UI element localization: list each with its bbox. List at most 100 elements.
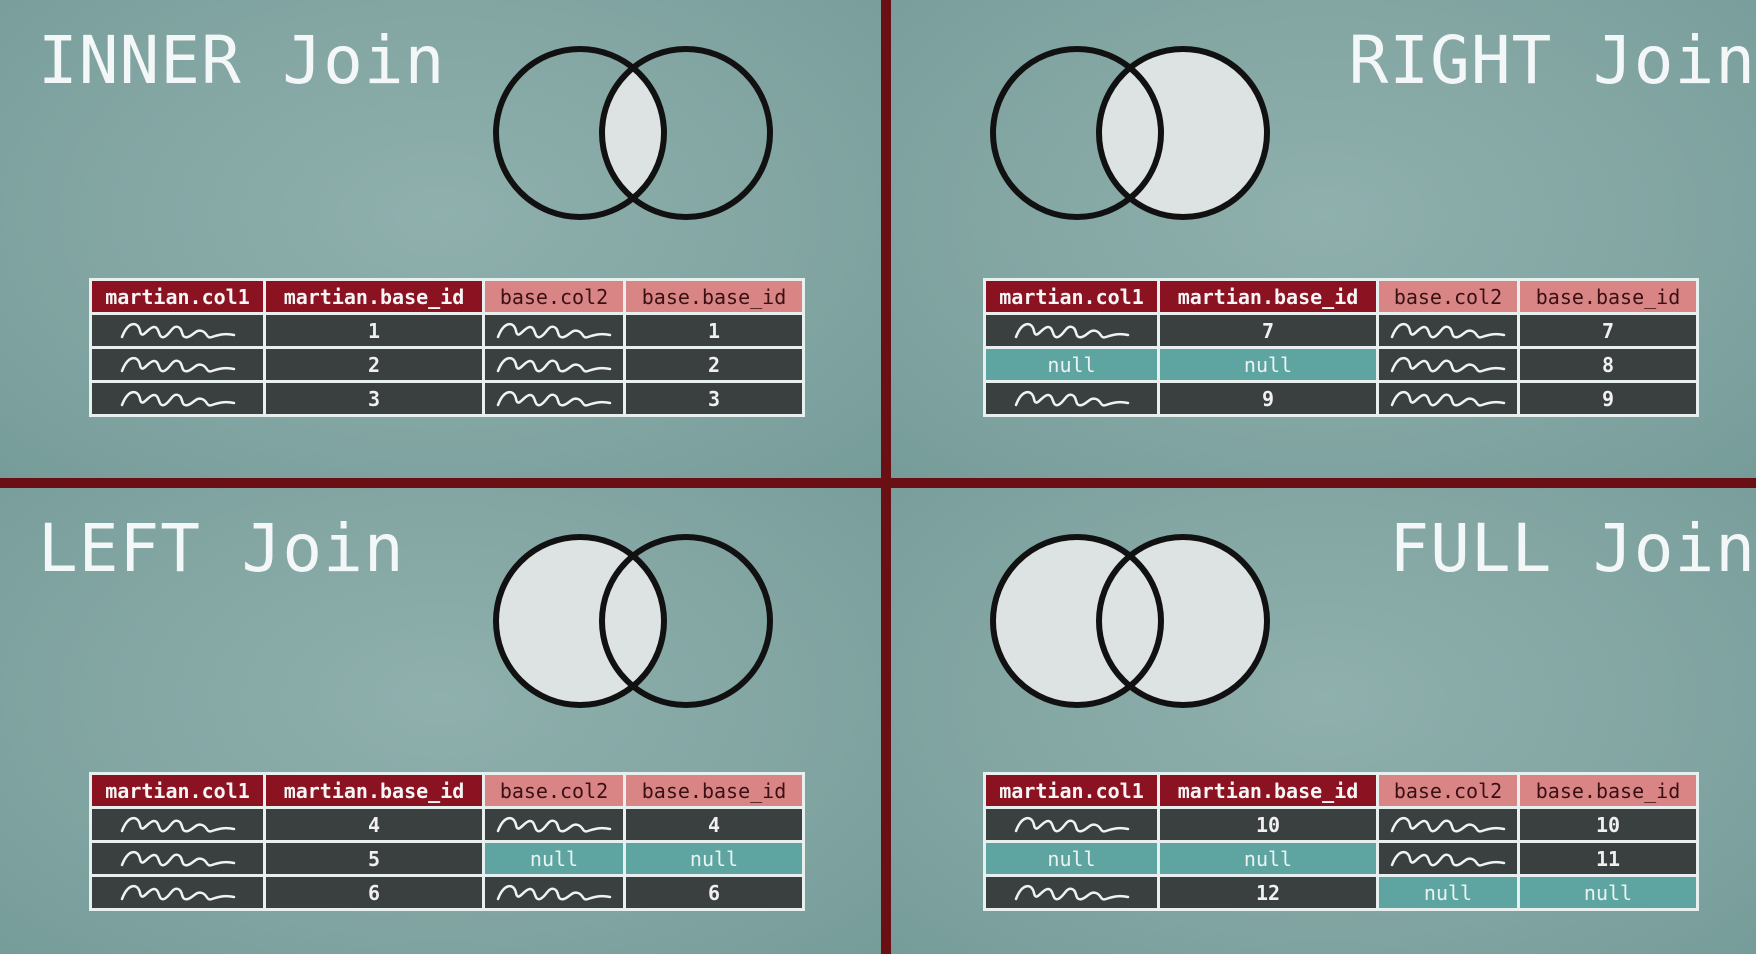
squiggle-placeholder-icon xyxy=(482,380,626,417)
squiggle-placeholder-icon xyxy=(1376,380,1520,417)
squiggle-placeholder-icon xyxy=(89,874,266,911)
column-header: martian.base_id xyxy=(263,278,485,315)
id-cell: 6 xyxy=(263,874,485,911)
column-header: base.base_id xyxy=(1517,278,1699,315)
column-header: martian.base_id xyxy=(263,772,485,809)
id-cell: 7 xyxy=(1157,312,1379,349)
null-cell: null xyxy=(983,840,1160,877)
squiggle-placeholder-icon xyxy=(983,380,1160,417)
squiggle-placeholder-icon xyxy=(1376,806,1520,843)
squiggle-placeholder-icon xyxy=(482,312,626,349)
table-header-row: martian.col1 martian.base_id base.col2 b… xyxy=(89,278,805,315)
table-row: null null 11 xyxy=(983,840,1699,877)
venn-diagram-icon xyxy=(990,534,1270,708)
join-result-table: martian.col1 martian.base_id base.col2 b… xyxy=(983,278,1699,417)
column-header: base.base_id xyxy=(1517,772,1699,809)
id-cell: 10 xyxy=(1157,806,1379,843)
panel-right-join: RIGHT Join martian.col1 martian.base_id … xyxy=(891,0,1756,478)
id-cell: 4 xyxy=(623,806,805,843)
null-cell: null xyxy=(983,346,1160,383)
column-header: base.col2 xyxy=(1376,278,1520,315)
table-body: 10 10 null null 11 12 null null xyxy=(983,806,1699,911)
id-cell: 2 xyxy=(263,346,485,383)
column-header: base.col2 xyxy=(482,278,626,315)
table-header-row: martian.col1 martian.base_id base.col2 b… xyxy=(983,772,1699,809)
squiggle-placeholder-icon xyxy=(1376,312,1520,349)
table-body: 4 4 5 null null 6 6 xyxy=(89,806,805,911)
id-cell: 9 xyxy=(1157,380,1379,417)
squiggle-placeholder-icon xyxy=(983,312,1160,349)
join-result-table: martian.col1 martian.base_id base.col2 b… xyxy=(89,772,805,911)
id-cell: 6 xyxy=(623,874,805,911)
id-cell: 3 xyxy=(263,380,485,417)
table-header-row: martian.col1 martian.base_id base.col2 b… xyxy=(89,772,805,809)
column-header: martian.col1 xyxy=(983,278,1160,315)
panel-title: INNER Join xyxy=(38,22,446,99)
column-header: martian.base_id xyxy=(1157,772,1379,809)
null-cell: null xyxy=(1157,840,1379,877)
squiggle-placeholder-icon xyxy=(89,806,266,843)
squiggle-placeholder-icon xyxy=(1376,840,1520,877)
null-cell: null xyxy=(1157,346,1379,383)
squiggle-placeholder-icon xyxy=(1376,346,1520,383)
null-cell: null xyxy=(623,840,805,877)
null-cell: null xyxy=(482,840,626,877)
id-cell: 2 xyxy=(623,346,805,383)
panel-title: FULL Join xyxy=(1389,510,1756,587)
squiggle-placeholder-icon xyxy=(983,806,1160,843)
squiggle-placeholder-icon xyxy=(482,346,626,383)
column-header: martian.base_id xyxy=(1157,278,1379,315)
id-cell: 3 xyxy=(623,380,805,417)
table-row: null null 8 xyxy=(983,346,1699,383)
squiggle-placeholder-icon xyxy=(89,312,266,349)
column-header: base.col2 xyxy=(1376,772,1520,809)
squiggle-placeholder-icon xyxy=(482,806,626,843)
join-result-table: martian.col1 martian.base_id base.col2 b… xyxy=(983,772,1699,911)
venn-diagram-icon xyxy=(990,46,1270,220)
squiggle-placeholder-icon xyxy=(89,840,266,877)
table-row: 12 null null xyxy=(983,874,1699,911)
panel-title: LEFT Join xyxy=(38,510,405,587)
id-cell: 4 xyxy=(263,806,485,843)
column-header: base.col2 xyxy=(482,772,626,809)
column-header: martian.col1 xyxy=(983,772,1160,809)
null-cell: null xyxy=(1517,874,1699,911)
panel-inner-join: INNER Join martian.col1 martian.base_id … xyxy=(0,0,881,478)
panel-full-join: FULL Join martian.col1 martian.base_id b… xyxy=(891,488,1756,954)
id-cell: 11 xyxy=(1517,840,1699,877)
null-cell: null xyxy=(1376,874,1520,911)
id-cell: 9 xyxy=(1517,380,1699,417)
table-body: 7 7 null null 8 9 9 xyxy=(983,312,1699,417)
id-cell: 7 xyxy=(1517,312,1699,349)
id-cell: 10 xyxy=(1517,806,1699,843)
id-cell: 1 xyxy=(623,312,805,349)
join-result-table: martian.col1 martian.base_id base.col2 b… xyxy=(89,278,805,417)
panel-title: RIGHT Join xyxy=(1348,22,1756,99)
venn-diagram-icon xyxy=(493,46,773,220)
venn-diagram-icon xyxy=(493,534,773,708)
table-row: 5 null null xyxy=(89,840,805,877)
panel-left-join: LEFT Join martian.col1 martian.base_id b… xyxy=(0,488,881,954)
squiggle-placeholder-icon xyxy=(89,346,266,383)
id-cell: 12 xyxy=(1157,874,1379,911)
column-header: base.base_id xyxy=(623,278,805,315)
id-cell: 1 xyxy=(263,312,485,349)
id-cell: 5 xyxy=(263,840,485,877)
id-cell: 8 xyxy=(1517,346,1699,383)
squiggle-placeholder-icon xyxy=(89,380,266,417)
column-header: base.base_id xyxy=(623,772,805,809)
column-header: martian.col1 xyxy=(89,772,266,809)
table-header-row: martian.col1 martian.base_id base.col2 b… xyxy=(983,278,1699,315)
table-row: 10 10 xyxy=(983,806,1699,843)
squiggle-placeholder-icon xyxy=(482,874,626,911)
squiggle-placeholder-icon xyxy=(983,874,1160,911)
